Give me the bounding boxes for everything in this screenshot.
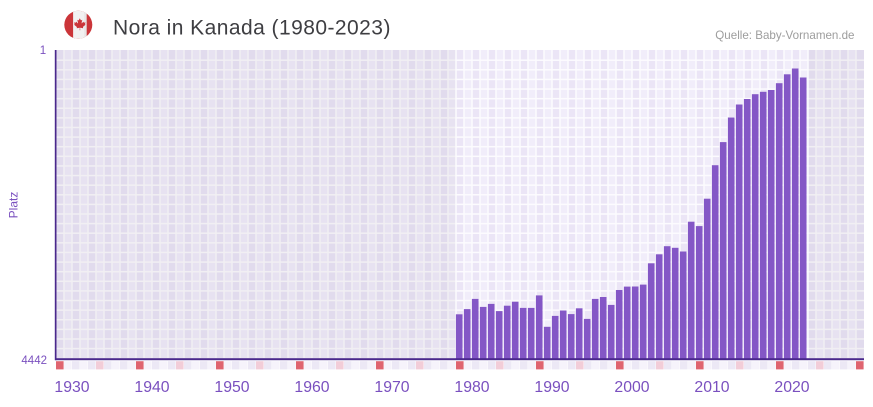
svg-text:1940: 1940 [134,379,169,396]
svg-text:Nora in Kanada (1980-2023): Nora in Kanada (1980-2023) [113,16,391,39]
svg-text:1990: 1990 [534,379,569,396]
svg-text:1980: 1980 [454,379,489,396]
svg-text:2000: 2000 [614,379,649,396]
svg-text:2010: 2010 [694,379,729,396]
svg-text:1930: 1930 [54,379,89,396]
svg-text:4442: 4442 [21,355,47,367]
svg-text:Quelle: Baby-Vornamen.de: Quelle: Baby-Vornamen.de [715,29,854,42]
svg-text:1960: 1960 [294,379,329,396]
svg-text:1970: 1970 [374,379,409,396]
svg-text:1950: 1950 [214,379,249,396]
svg-text:2020: 2020 [774,379,809,396]
svg-text:1: 1 [40,45,46,57]
svg-text:Platz: Platz [6,192,20,219]
